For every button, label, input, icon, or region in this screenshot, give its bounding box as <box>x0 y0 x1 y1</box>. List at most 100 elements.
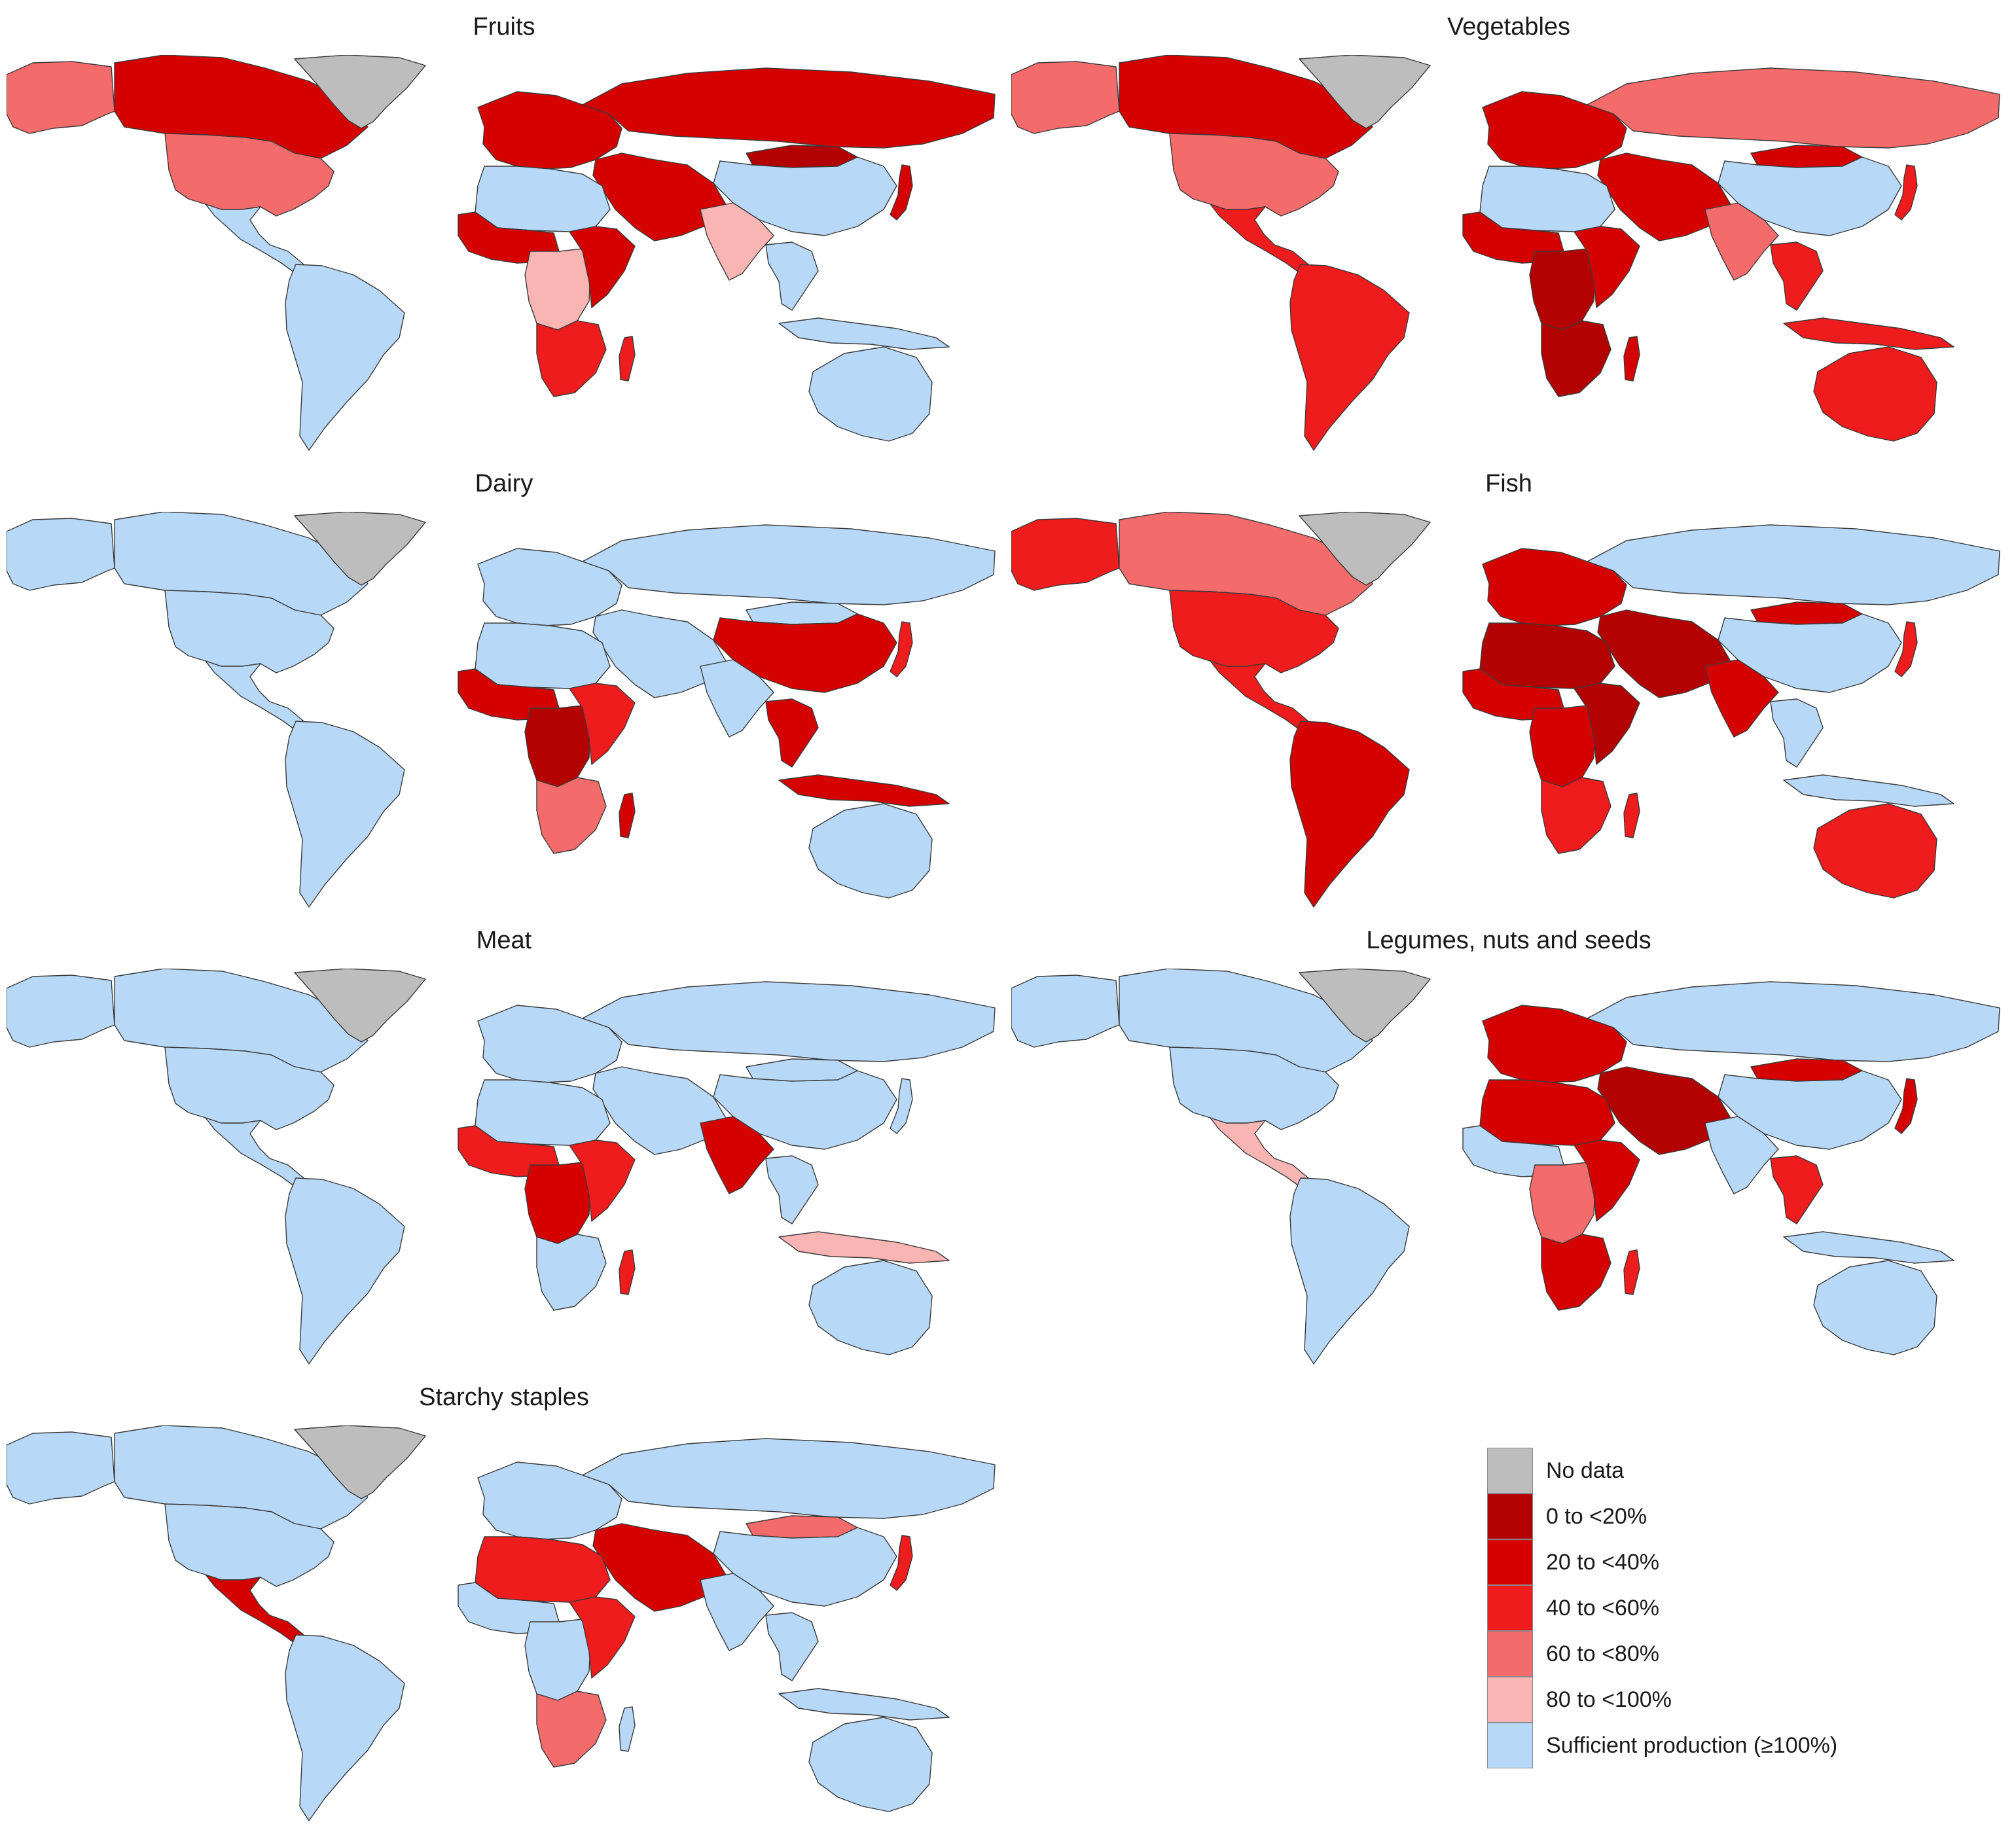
region-central-africa <box>524 705 591 787</box>
region-alaska <box>7 61 115 134</box>
region-central-africa <box>524 1162 591 1244</box>
region-russia <box>582 1438 996 1519</box>
region-alaska <box>1011 518 1120 591</box>
region-indonesia <box>778 774 950 807</box>
legend-label: No data <box>1546 1458 1625 1483</box>
region-india <box>700 202 774 281</box>
region-usa <box>1169 590 1339 673</box>
region-alaska <box>7 975 115 1048</box>
region-madagascar <box>619 1706 636 1752</box>
legend-item-60-80: 60 to <80% <box>1487 1631 1837 1677</box>
region-madagascar <box>1623 1249 1640 1295</box>
world-map <box>1011 512 2000 908</box>
region-southeast-asia <box>765 1612 819 1681</box>
region-east-africa <box>569 226 636 308</box>
region-southern-africa <box>1541 320 1611 397</box>
region-southern-africa <box>1541 1234 1611 1311</box>
region-indonesia <box>1783 774 1954 807</box>
panel-title: Fish <box>1485 470 1532 497</box>
legend-label: 60 to <80% <box>1546 1641 1659 1666</box>
legend-label: 40 to <60% <box>1546 1595 1659 1620</box>
legend-swatch <box>1487 1448 1533 1494</box>
region-india <box>1704 202 1779 281</box>
legend-item-40-60: 40 to <60% <box>1487 1585 1837 1631</box>
region-indonesia <box>1783 1231 1954 1264</box>
region-australia <box>808 1260 933 1355</box>
world-map <box>7 969 996 1365</box>
region-australia <box>1813 803 1937 899</box>
legend-label: 0 to <20% <box>1546 1503 1647 1529</box>
region-alaska <box>1011 975 1120 1048</box>
region-australia <box>808 1717 933 1812</box>
region-central-africa <box>524 1619 591 1701</box>
region-usa <box>164 1047 334 1130</box>
region-usa <box>164 133 334 217</box>
region-mongolia <box>1750 145 1863 168</box>
region-greenland <box>294 512 426 586</box>
region-japan <box>890 1535 913 1591</box>
region-north-africa <box>1479 1079 1615 1146</box>
region-japan <box>1894 621 1918 677</box>
region-mongolia <box>746 145 858 168</box>
region-southern-africa <box>536 320 607 397</box>
region-southeast-asia <box>1770 698 1824 768</box>
region-middle-east <box>592 152 727 242</box>
legend-item-no-data: No data <box>1487 1448 1837 1494</box>
region-alaska <box>7 518 115 591</box>
region-southern-africa <box>1541 777 1611 854</box>
region-mongolia <box>746 1058 858 1082</box>
region-alaska <box>1011 61 1120 134</box>
legend-swatch <box>1487 1723 1533 1768</box>
panel-title: Dairy <box>475 470 533 497</box>
region-mexico-ca <box>1210 204 1309 274</box>
region-east-africa <box>1574 226 1640 308</box>
region-east-africa <box>1574 1139 1640 1222</box>
region-east-africa <box>569 1596 636 1679</box>
region-greenland <box>1299 969 1431 1043</box>
region-north-africa <box>1479 622 1615 689</box>
region-middle-east <box>592 609 727 698</box>
region-greenland <box>294 1425 426 1499</box>
region-indonesia <box>778 1688 950 1721</box>
region-india <box>1704 1116 1779 1194</box>
region-middle-east <box>592 1523 727 1612</box>
region-usa <box>1169 133 1339 217</box>
legend-swatch <box>1487 1585 1533 1631</box>
world-map <box>7 55 996 451</box>
world-map <box>7 512 996 908</box>
region-australia <box>1813 1260 1937 1355</box>
region-north-africa <box>475 1536 611 1603</box>
legend-item-20-40: 20 to <40% <box>1487 1539 1837 1585</box>
region-south-america <box>1289 721 1410 908</box>
region-mexico-ca <box>1210 660 1309 731</box>
panel-title: Meat <box>476 927 532 954</box>
legend-item-80-100: 80 to <100% <box>1487 1677 1837 1723</box>
region-north-africa <box>475 1079 611 1146</box>
region-japan <box>890 1078 913 1134</box>
region-middle-east <box>1597 1066 1732 1155</box>
legend-swatch <box>1487 1631 1533 1677</box>
region-southern-africa <box>536 777 607 854</box>
region-central-africa <box>1529 705 1596 787</box>
region-greenland <box>1299 55 1431 129</box>
region-madagascar <box>1623 793 1640 838</box>
region-greenland <box>294 969 426 1043</box>
region-usa <box>1169 1047 1339 1130</box>
region-southern-africa <box>536 1691 607 1768</box>
region-greenland <box>294 55 426 129</box>
region-alaska <box>7 1431 115 1505</box>
region-mexico-ca <box>205 204 304 274</box>
region-middle-east <box>1597 152 1732 242</box>
region-madagascar <box>619 793 636 838</box>
world-map <box>1011 55 2000 451</box>
legend-label: 80 to <100% <box>1546 1687 1672 1712</box>
region-indonesia <box>1783 317 1954 350</box>
region-india <box>1704 659 1779 738</box>
region-mongolia <box>746 1515 858 1539</box>
region-southeast-asia <box>1770 1155 1824 1225</box>
region-indonesia <box>778 317 950 350</box>
region-southeast-asia <box>1770 242 1824 311</box>
region-usa <box>164 1503 334 1587</box>
region-middle-east <box>592 1066 727 1155</box>
region-usa <box>164 590 334 673</box>
